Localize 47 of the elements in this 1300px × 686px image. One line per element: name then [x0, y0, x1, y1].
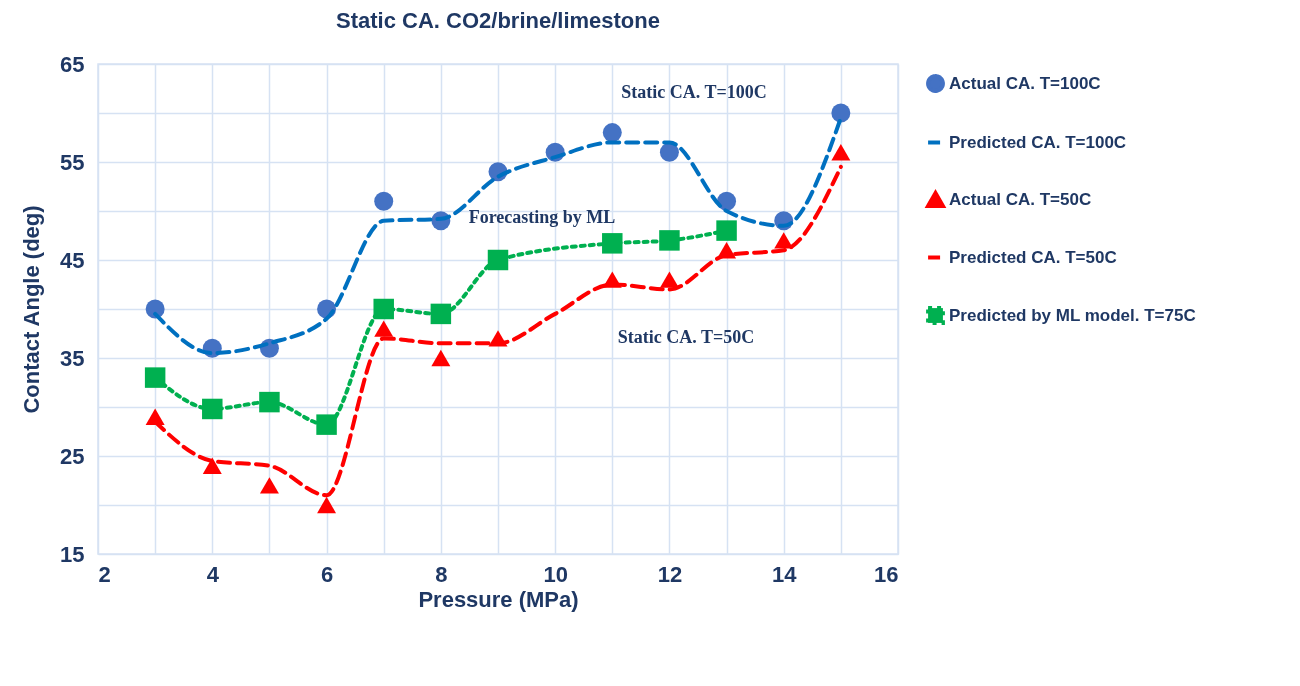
- y-tick-label: 15: [60, 541, 85, 567]
- point: [202, 398, 223, 420]
- chart-title: Static CA. CO2/brine/limestone: [336, 8, 660, 33]
- x-tick-label: 16: [874, 561, 899, 587]
- point: [487, 249, 509, 271]
- point: [202, 457, 222, 475]
- point: [431, 349, 451, 367]
- x-tick-label: 10: [543, 561, 568, 587]
- point: [317, 496, 337, 514]
- point: [144, 367, 166, 388]
- legend-label: Actual CA. T=100C: [949, 73, 1101, 93]
- point: [374, 191, 394, 211]
- point: [659, 230, 680, 251]
- point: [373, 298, 394, 320]
- point: [774, 232, 794, 249]
- legend-label: Predicted CA. T=50C: [949, 247, 1117, 267]
- legend-label: Predicted CA. T=100C: [949, 132, 1127, 152]
- x-tick-label: 8: [435, 561, 448, 587]
- x-tick-label: 6: [320, 561, 334, 587]
- point: [430, 303, 452, 325]
- point: [259, 477, 279, 494]
- y-tick-label: 55: [60, 149, 85, 175]
- y-tick-label: 65: [60, 51, 85, 77]
- x-tick-label: 12: [657, 561, 683, 587]
- point: [602, 233, 623, 254]
- y-tick-label: 25: [60, 443, 85, 469]
- x-tick-label: 14: [771, 561, 798, 587]
- point: [316, 414, 337, 435]
- point: [831, 143, 851, 161]
- point: [602, 123, 622, 143]
- point: [374, 320, 394, 337]
- x-tick-label: 2: [98, 561, 111, 587]
- annotation: Static CA. T=50C: [617, 327, 755, 348]
- point: [716, 220, 737, 241]
- annotation: Static CA. T=100C: [621, 82, 767, 103]
- annotation: Forecasting by ML: [468, 207, 616, 228]
- legend-label: Actual CA. T=50C: [949, 189, 1092, 209]
- point: [659, 142, 679, 162]
- point: [659, 271, 679, 288]
- y-tick-label: 45: [60, 247, 85, 273]
- legend-label: Predicted by ML model. T=75C: [949, 305, 1196, 325]
- y-tick-label: 35: [60, 345, 85, 371]
- point: [831, 103, 851, 123]
- x-tick-label: 4: [206, 561, 220, 587]
- y-axis-title: Contact Angle (deg): [19, 205, 45, 414]
- x-axis-title: Pressure (MPa): [418, 586, 579, 612]
- point: [259, 391, 280, 413]
